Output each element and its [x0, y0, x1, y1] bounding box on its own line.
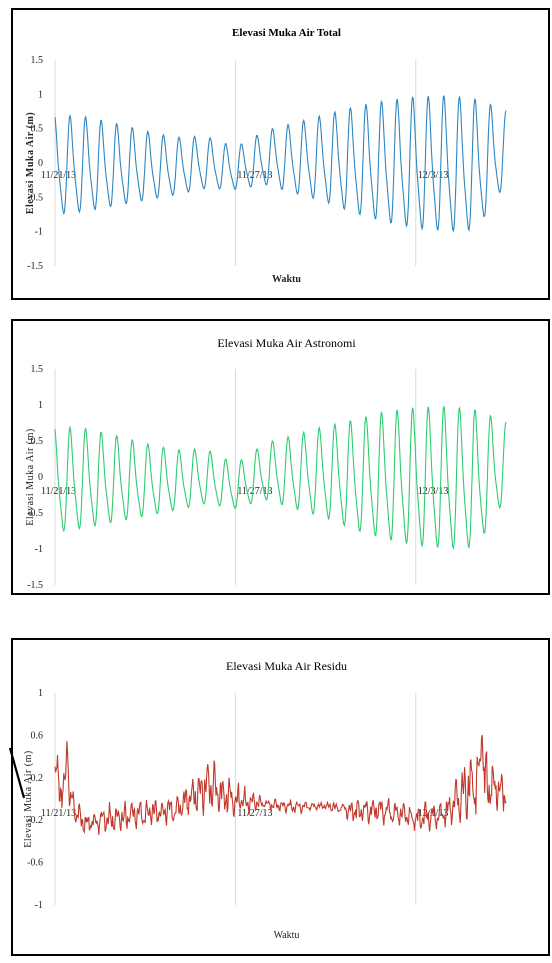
- y-tick-label: 1.5: [31, 55, 44, 66]
- x-axis-label: Waktu: [274, 592, 300, 593]
- x-tick-label: 11/27/13: [237, 486, 272, 497]
- chart-residu-svg: Elevasi Muka Air Residu 1 0.6 0.2 -0.2 -0.6 -1…: [23, 659, 507, 941]
- chart-title: Elevasi Muka Air Total: [232, 27, 341, 39]
- chart-panel-total: Elevasi Muka Air Total 1.5 1 0.5 0 -0.5 -1 -1.5…: [11, 8, 550, 300]
- y-tick-label: 1: [38, 400, 43, 411]
- y-tick-label: 1.5: [31, 364, 44, 375]
- series-line: [54, 734, 507, 835]
- y-tick-label: 0.6: [31, 730, 44, 741]
- y-tick-label: 0: [38, 472, 43, 483]
- y-tick-label: -0.6: [27, 858, 43, 869]
- y-tick-label: 0: [38, 158, 43, 169]
- x-tick-label: 11/27/13: [237, 808, 272, 819]
- x-axis-label: Waktu: [274, 930, 300, 941]
- chart-panel-residu: Elevasi Muka Air Residu 1 0.6 0.2 -0.2 -0.6 -1…: [11, 638, 550, 956]
- y-tick-label: -1: [35, 544, 43, 555]
- y-axis-label: Elevasi Muka Air (m): [23, 750, 34, 847]
- y-tick-label: 0.5: [31, 124, 44, 135]
- margin-stroke-mark: [8, 747, 26, 799]
- chart-astronomi-svg: Elevasi Muka Air Astronomi 1.5 1 0.5 0 -0.5 -1…: [25, 336, 507, 593]
- y-tick-label: -1: [35, 900, 43, 911]
- y-tick-label: -1.5: [27, 261, 43, 272]
- y-tick-label: -0.5: [27, 508, 43, 519]
- series-line: [54, 406, 507, 550]
- chart-total-svg: Elevasi Muka Air Total 1.5 1 0.5 0 -0.5 -1 -1.5…: [25, 27, 507, 285]
- y-tick-label: -1.5: [27, 580, 43, 591]
- y-tick-label: -1: [35, 227, 43, 238]
- y-tick-label: -0.5: [27, 192, 43, 203]
- y-tick-label: 0.2: [31, 773, 44, 784]
- x-axis-label: Waktu: [272, 274, 301, 285]
- y-tick-label: 0.5: [31, 436, 44, 447]
- y-axis-label: Elevasi Muka Air (m): [25, 112, 36, 214]
- chart-title: Elevasi Muka Air Residu: [226, 659, 347, 673]
- y-tick-label: -0.2: [27, 815, 43, 826]
- x-tick-label: 11/21/13: [41, 170, 76, 181]
- x-tick-label: 11/21/13: [41, 808, 76, 819]
- y-axis-label: Elevasi Muka Air (m): [25, 428, 36, 525]
- series-line: [54, 95, 507, 233]
- chart-title: Elevasi Muka Air Astronomi: [217, 336, 356, 350]
- x-tick-label: 11/27/13: [237, 170, 272, 181]
- y-tick-label: 1: [38, 89, 43, 100]
- x-tick-label: 11/21/13: [41, 486, 76, 497]
- y-tick-label: 1: [38, 688, 43, 699]
- chart-panel-astronomi: Elevasi Muka Air Astronomi 1.5 1 0.5 0 -0.5 -1…: [11, 319, 550, 595]
